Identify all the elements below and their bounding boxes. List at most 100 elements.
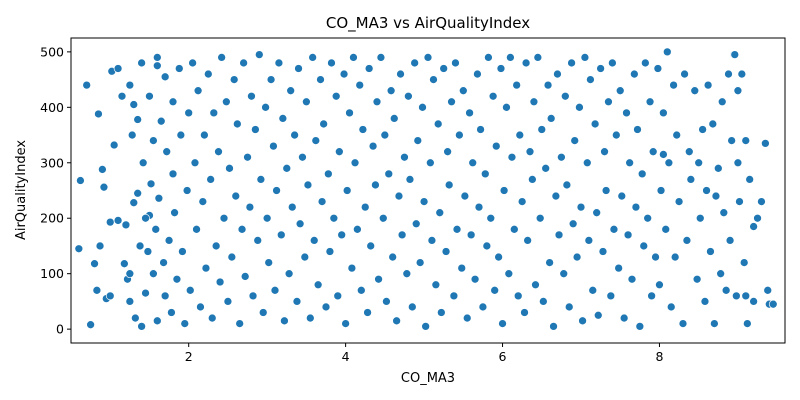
- scatter-point-25: [129, 100, 139, 109]
- scatter-point-83: [229, 75, 239, 84]
- scatter-point-178: [415, 258, 425, 267]
- scatter-point-245: [546, 114, 556, 123]
- scatter-point-89: [240, 272, 250, 281]
- scatter-point-109: [280, 316, 289, 326]
- scatter-point-38: [149, 136, 158, 145]
- scatter-point-237: [531, 280, 540, 290]
- scatter-point-304: [662, 47, 672, 57]
- scatter-point-195: [449, 291, 459, 301]
- scatter-point-222: [502, 102, 511, 112]
- scatter-point-207: [473, 69, 482, 79]
- scatter-point-67: [198, 197, 208, 206]
- scatter-point-272: [600, 147, 609, 157]
- scatter-point-179: [418, 102, 427, 112]
- scatter-point-130: [321, 302, 331, 312]
- scatter-point-86: [235, 319, 245, 328]
- scatter-point-250: [557, 152, 566, 162]
- scatter-point-71: [206, 175, 216, 184]
- scatter-point-203: [465, 108, 474, 118]
- scatter-point-204: [466, 230, 476, 240]
- scatter-point-210: [478, 302, 488, 312]
- scatter-point-259: [575, 102, 584, 112]
- scatter-point-170: [400, 152, 409, 162]
- scatter-point-293: [640, 58, 650, 68]
- scatter-point-188: [435, 208, 445, 218]
- scatter-point-157: [374, 274, 383, 284]
- scatter-point-26: [130, 313, 140, 323]
- scatter-point-283: [622, 108, 631, 118]
- scatter-point-314: [684, 147, 694, 157]
- scatter-point-300: [655, 280, 664, 290]
- scatter-point-127: [316, 75, 325, 84]
- scatter-point-320: [698, 125, 707, 134]
- scatter-point-202: [462, 313, 472, 323]
- scatter-point-29: [135, 241, 145, 251]
- scatter-point-177: [413, 136, 423, 145]
- scatter-point-105: [272, 186, 281, 195]
- y-axis: 0 100 200 300 400 500: [40, 44, 71, 337]
- scatter-point-135: [331, 91, 341, 101]
- scatter-point-34: [143, 247, 153, 256]
- scatter-point-114: [290, 130, 299, 140]
- scatter-point-333: [724, 69, 733, 79]
- scatter-point-308: [670, 252, 680, 262]
- scatter-point-134: [329, 213, 339, 223]
- scatter-point-246: [549, 322, 558, 331]
- scatter-point-287: [629, 69, 639, 79]
- scatter-point-53: [170, 208, 179, 218]
- scatter-point-328: [713, 163, 723, 173]
- scatter-point-142: [345, 108, 354, 118]
- scatter-point-112: [286, 86, 296, 96]
- scatter-point-305: [664, 158, 674, 168]
- scatter-point-228: [513, 291, 523, 301]
- scatter-point-85: [232, 119, 242, 129]
- scatter-point-282: [619, 313, 629, 323]
- scatter-point-121: [303, 180, 313, 190]
- scatter-point-166: [392, 316, 401, 326]
- chart-title: CO_MA3 vs AirQualityIndex: [326, 14, 530, 33]
- x-tick-label-8: 8: [655, 349, 663, 364]
- scatter-point-345: [749, 297, 758, 306]
- scatter-point-196: [451, 58, 460, 68]
- scatter-point-238: [533, 53, 543, 62]
- scatter-point-64: [192, 224, 201, 234]
- scatter-point-290: [635, 322, 645, 331]
- scatter-point-262: [580, 53, 590, 62]
- scatter-point-33: [141, 288, 150, 298]
- scatter-point-206: [470, 274, 480, 284]
- scatter-point-151: [363, 308, 372, 317]
- scatter-point-80: [223, 297, 233, 306]
- scatter-point-144: [349, 53, 358, 62]
- scatter-point-2: [82, 80, 92, 90]
- scatter-point-212: [482, 241, 492, 251]
- scatter-point-41: [152, 316, 162, 326]
- scatter-point-162: [384, 169, 394, 179]
- scatter-point-330: [717, 97, 727, 107]
- scatter-point-352: [749, 222, 758, 231]
- scatter-point-66: [196, 302, 205, 312]
- scatter-point-351: [768, 299, 778, 309]
- scatter-point-303: [661, 224, 671, 234]
- scatter-point-239: [535, 213, 545, 223]
- scatter-point-325: [708, 119, 718, 129]
- scatter-point-185: [429, 75, 438, 84]
- scatter-point-78: [219, 213, 229, 223]
- scatter-point-28: [133, 115, 143, 124]
- scatter-point-108: [278, 114, 288, 123]
- scatter-point-233: [523, 236, 533, 245]
- scatter-point-236: [529, 97, 539, 107]
- scatter-point-266: [588, 285, 598, 295]
- scatter-point-211: [480, 169, 490, 179]
- scatter-point-173: [405, 175, 415, 184]
- scatter-point-176: [411, 219, 421, 229]
- scatter-point-353: [733, 86, 743, 96]
- scatter-point-70: [203, 69, 213, 79]
- scatter-point-58: [180, 319, 190, 328]
- scatter-point-117: [295, 219, 305, 229]
- scatter-point-79: [222, 97, 231, 107]
- scatter-point-107: [276, 230, 286, 240]
- scatter-point-285: [625, 158, 635, 168]
- scatter-point-75: [214, 147, 223, 157]
- scatter-point-44: [156, 116, 166, 126]
- scatter-point-347: [757, 197, 766, 206]
